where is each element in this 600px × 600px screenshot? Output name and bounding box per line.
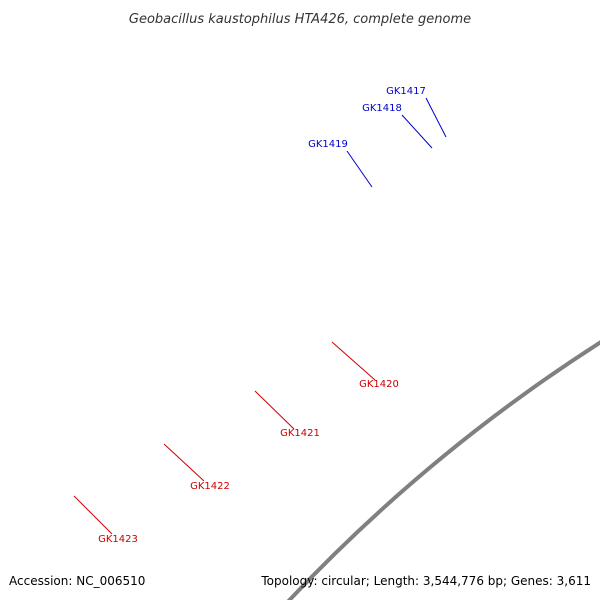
gene-label-gk1422: GK1422 [190, 481, 230, 492]
gene-label-gk1421: GK1421 [280, 428, 320, 439]
gene-label-gk1419: GK1419 [308, 139, 348, 150]
label-leader-line [163, 443, 205, 482]
label-leader-line [331, 341, 376, 381]
genome-summary-text: Topology: circular; Length: 3,544,776 bp… [261, 574, 591, 588]
label-leader-line [73, 495, 113, 535]
gene-label-gk1418: GK1418 [362, 103, 402, 114]
label-leader-line [254, 390, 295, 430]
map-title: Geobacillus kaustophilus HTA426, complet… [129, 12, 471, 27]
genome-backbone [286, 340, 600, 600]
label-leaders [73, 97, 447, 535]
gene-label-gk1417: GK1417 [386, 86, 426, 97]
gene-labels: GK1417 GK1418 GK1419 GK1420 GK1421 GK1422 GK14… [98, 86, 426, 545]
label-leader-line [401, 114, 433, 149]
label-leader-line [346, 150, 373, 188]
gene-label-gk1423: GK1423 [98, 534, 138, 545]
gene-label-gk1420: GK1420 [359, 379, 399, 390]
accession-text: Accession: NC_006510 [9, 574, 146, 588]
label-leader-line [425, 97, 447, 138]
